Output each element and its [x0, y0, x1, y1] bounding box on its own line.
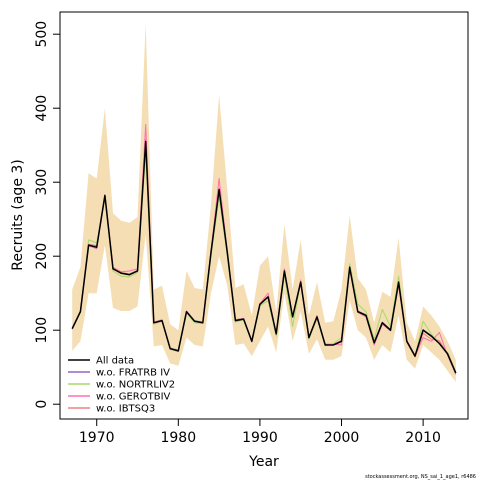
x-tick-label: 1980 [160, 430, 196, 446]
legend-item: w.o. IBTSQ3 [68, 404, 155, 415]
x-tick-label: 1970 [79, 430, 115, 446]
y-tick-label: 0 [34, 400, 50, 409]
legend-label: w.o. NORTRLIV2 [96, 380, 175, 391]
y-tick-label: 200 [34, 243, 50, 270]
legend-item: w.o. NORTRLIV2 [68, 380, 175, 391]
legend-item: w.o. GEROTBIV [68, 392, 171, 403]
legend-item: All data [68, 356, 134, 367]
x-axis-title: Year [248, 454, 279, 470]
y-tick-label: 100 [34, 317, 50, 344]
x-tick-label: 2010 [405, 430, 441, 446]
series-line-all-data [71, 140, 457, 374]
x-tick-label: 2000 [324, 430, 360, 446]
legend-label: w.o. GEROTBIV [96, 392, 171, 403]
y-tick-label: 300 [34, 169, 50, 196]
x-axis: 1970 1980 1990 2000 2010 [79, 418, 441, 446]
footnote: stockassessment.org, NS_sai_1_age1, r648… [365, 474, 476, 480]
legend-label: All data [96, 356, 134, 367]
y-axis-title: Recruits (age 3) [10, 159, 26, 271]
confidence-band [72, 23, 456, 382]
y-tick-label: 400 [34, 95, 50, 122]
series-lines [71, 124, 457, 375]
legend-label: w.o. FRATRB IV [96, 368, 170, 379]
legend-label: w.o. IBTSQ3 [96, 404, 155, 415]
y-tick-label: 500 [34, 21, 50, 48]
legend-item: w.o. FRATRB IV [68, 368, 170, 379]
y-axis: 0 100 200 300 400 500 [34, 21, 61, 409]
x-tick-label: 1990 [242, 430, 278, 446]
